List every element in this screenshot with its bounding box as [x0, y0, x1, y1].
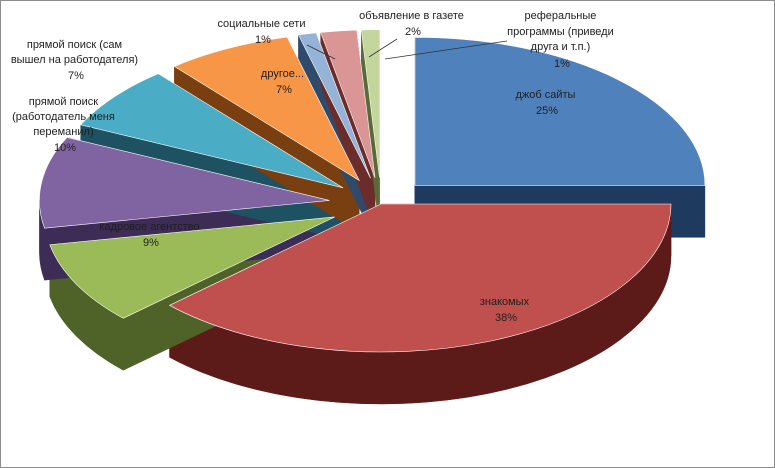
leader-line-referral-programs — [384, 40, 508, 60]
slice-direct-search-self — [80, 73, 344, 189]
slice-social-networks — [297, 32, 371, 179]
label-recruiting-agency: кадровое агентство 9% — [99, 221, 202, 249]
label-acquaintances: знакомых 38% — [480, 296, 532, 324]
slice-direct-search-lured — [39, 137, 330, 229]
leader-line-newspaper-ad — [368, 38, 398, 58]
label-direct-search-lured: прямой поиск (работодатель меня перемани… — [12, 96, 118, 154]
label-newspaper-ad: объявление в газете 2% — [359, 10, 467, 38]
label-direct-search-self: прямой поиск (сам вышел на работодателя)… — [11, 39, 141, 82]
label-social-networks: социальные сети 1% — [217, 18, 308, 46]
slice-other — [173, 36, 360, 182]
slice-job-sites — [414, 37, 706, 186]
label-referral-programs: реферальные программы (приведи друга и т… — [507, 10, 617, 70]
leader-line-social-networks — [306, 44, 336, 60]
slice-referral-programs — [360, 29, 380, 178]
slice-newspaper-ad — [320, 29, 376, 178]
slice-recruiting-agency — [49, 216, 335, 319]
pie-tops — [39, 29, 706, 353]
slice-acquaintances — [168, 203, 672, 353]
label-job-sites: джоб сайты 25% — [515, 89, 578, 117]
leader-lines — [306, 38, 508, 60]
label-other: другое... 7% — [261, 68, 307, 96]
